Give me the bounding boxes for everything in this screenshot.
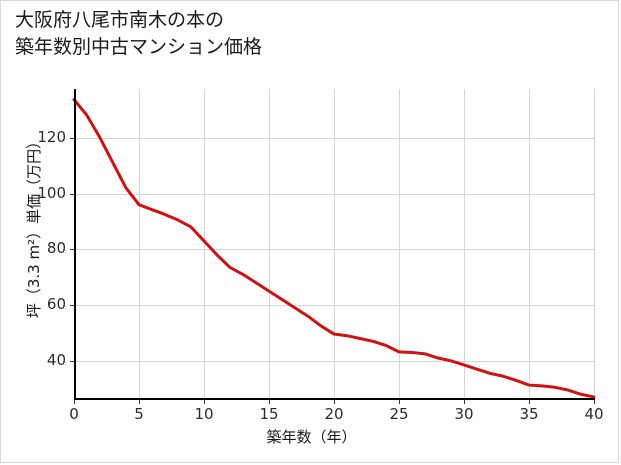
gridline-vertical — [139, 89, 140, 399]
x-tick-label: 15 — [259, 405, 279, 423]
y-axis-label: 坪（3.3 m²）単価（万円） — [24, 133, 43, 319]
x-tick-mark — [594, 400, 595, 404]
y-tick-mark — [70, 305, 74, 306]
y-tick-mark — [70, 138, 74, 139]
x-axis-label: 築年数（年） — [266, 428, 357, 446]
plot-area — [72, 89, 596, 399]
gridline-vertical — [204, 89, 205, 399]
series-line-chart — [72, 98, 596, 399]
x-tick-mark — [204, 400, 205, 404]
x-tick-mark — [269, 400, 270, 404]
series-polyline — [72, 98, 596, 399]
x-tick-label: 25 — [389, 405, 409, 423]
x-tick-mark — [529, 400, 530, 404]
x-tick-label: 0 — [69, 405, 79, 423]
x-tick-label: 5 — [134, 405, 144, 423]
gridline-vertical — [334, 89, 335, 399]
y-tick-mark — [70, 194, 74, 195]
y-axis-label-container: 坪（3.3 m²）単価（万円） — [22, 76, 44, 376]
gridline-vertical — [594, 89, 595, 399]
x-tick-mark — [399, 400, 400, 404]
x-tick-label: 10 — [194, 405, 214, 423]
x-tick-label: 35 — [519, 405, 539, 423]
y-tick-label: 60 — [46, 295, 66, 314]
gridline-vertical — [529, 89, 530, 399]
x-tick-label: 20 — [324, 405, 344, 423]
x-axis-spine — [74, 398, 595, 400]
y-tick-label: 40 — [46, 350, 66, 369]
gridline-vertical — [399, 89, 400, 399]
x-tick-mark — [139, 400, 140, 404]
gridline-vertical — [269, 89, 270, 399]
y-axis-spine — [74, 89, 76, 400]
y-tick-mark — [70, 361, 74, 362]
y-tick-label: 120 — [37, 127, 66, 146]
x-tick-mark — [464, 400, 465, 404]
x-tick-mark — [74, 400, 75, 404]
y-tick-mark — [70, 249, 74, 250]
y-tick-label: 100 — [37, 183, 66, 202]
gridline-vertical — [464, 89, 465, 399]
x-tick-mark — [334, 400, 335, 404]
x-tick-label: 40 — [584, 405, 604, 423]
x-tick-label: 30 — [454, 405, 474, 423]
chart-title: 大阪府八尾市南木の本の 築年数別中古マンション価格 — [15, 9, 263, 58]
y-tick-label: 80 — [46, 239, 66, 258]
